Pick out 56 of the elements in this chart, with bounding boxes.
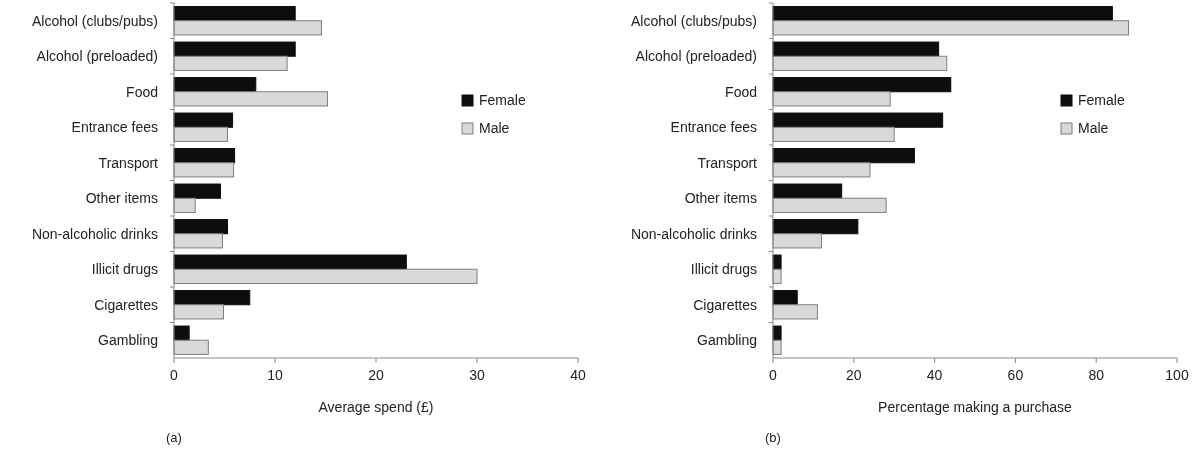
bar: [173, 219, 229, 235]
legend-label: Male: [1078, 120, 1109, 136]
y-tick-label: Food: [725, 83, 757, 100]
text: (b): [765, 430, 781, 445]
y-tick-label: Gambling: [98, 332, 158, 349]
bar: [173, 41, 296, 57]
bar: [772, 148, 915, 164]
y-tick-label: Non-alcoholic drinks: [31, 225, 158, 242]
bar: [772, 77, 952, 93]
x-tick-label: 20: [368, 367, 384, 383]
y-tick-label: Alcohol (preloaded): [36, 48, 158, 65]
x-tick-label: 0: [769, 367, 778, 383]
y-tick-label: Other items: [684, 190, 757, 207]
x-axis-title: Average spend (£): [318, 399, 434, 415]
x-tick-label: 100: [1165, 367, 1189, 383]
y-tick-label: Other items: [85, 190, 158, 207]
y-tick-label: Cigarettes: [693, 296, 757, 313]
bar: [173, 183, 221, 199]
bar: [173, 254, 407, 270]
y-tick-label: Non-alcoholic drinks: [630, 225, 757, 242]
y-tick-label: Alcohol (preloaded): [635, 48, 757, 65]
bar: [772, 219, 859, 235]
bar: [772, 41, 940, 57]
bar: [173, 325, 190, 341]
y-tick-label: Entrance fees: [670, 119, 757, 136]
bar: [772, 6, 1113, 22]
y-tick-label: Alcohol (clubs/pubs): [31, 12, 158, 29]
x-tick-label: 80: [1088, 367, 1105, 383]
y-tick-label: Transport: [697, 154, 758, 171]
y-tick-label: Entrance fees: [71, 119, 158, 136]
x-tick-label: 40: [926, 367, 943, 383]
x-tick-label: 0: [170, 367, 179, 383]
bar: [173, 148, 236, 164]
text: (a): [166, 430, 182, 445]
legend-label: Male: [479, 120, 510, 136]
x-tick-label: 60: [1007, 367, 1024, 383]
y-tick-label: Alcohol (clubs/pubs): [630, 12, 757, 29]
x-tick-label: 30: [469, 367, 485, 383]
y-tick-label: Illicit drugs: [690, 261, 757, 278]
y-tick-label: Food: [126, 83, 158, 100]
y-tick-label: Illicit drugs: [91, 261, 158, 278]
x-axis-title: Percentage making a purchase: [878, 399, 1073, 415]
bar: [772, 183, 843, 199]
x-tick-label: 10: [267, 367, 283, 383]
bar: [173, 112, 234, 128]
legend-label: Female: [1078, 92, 1125, 108]
x-tick-label: 20: [846, 367, 862, 383]
bar: [173, 77, 257, 93]
bar: [772, 112, 944, 128]
y-tick-label: Cigarettes: [94, 296, 158, 313]
x-tick-label: 40: [570, 367, 586, 383]
bar: [173, 290, 251, 306]
legend-label: Female: [479, 92, 526, 108]
y-tick-label: Gambling: [697, 332, 757, 349]
bar: [173, 6, 296, 22]
y-tick-label: Transport: [98, 154, 159, 171]
